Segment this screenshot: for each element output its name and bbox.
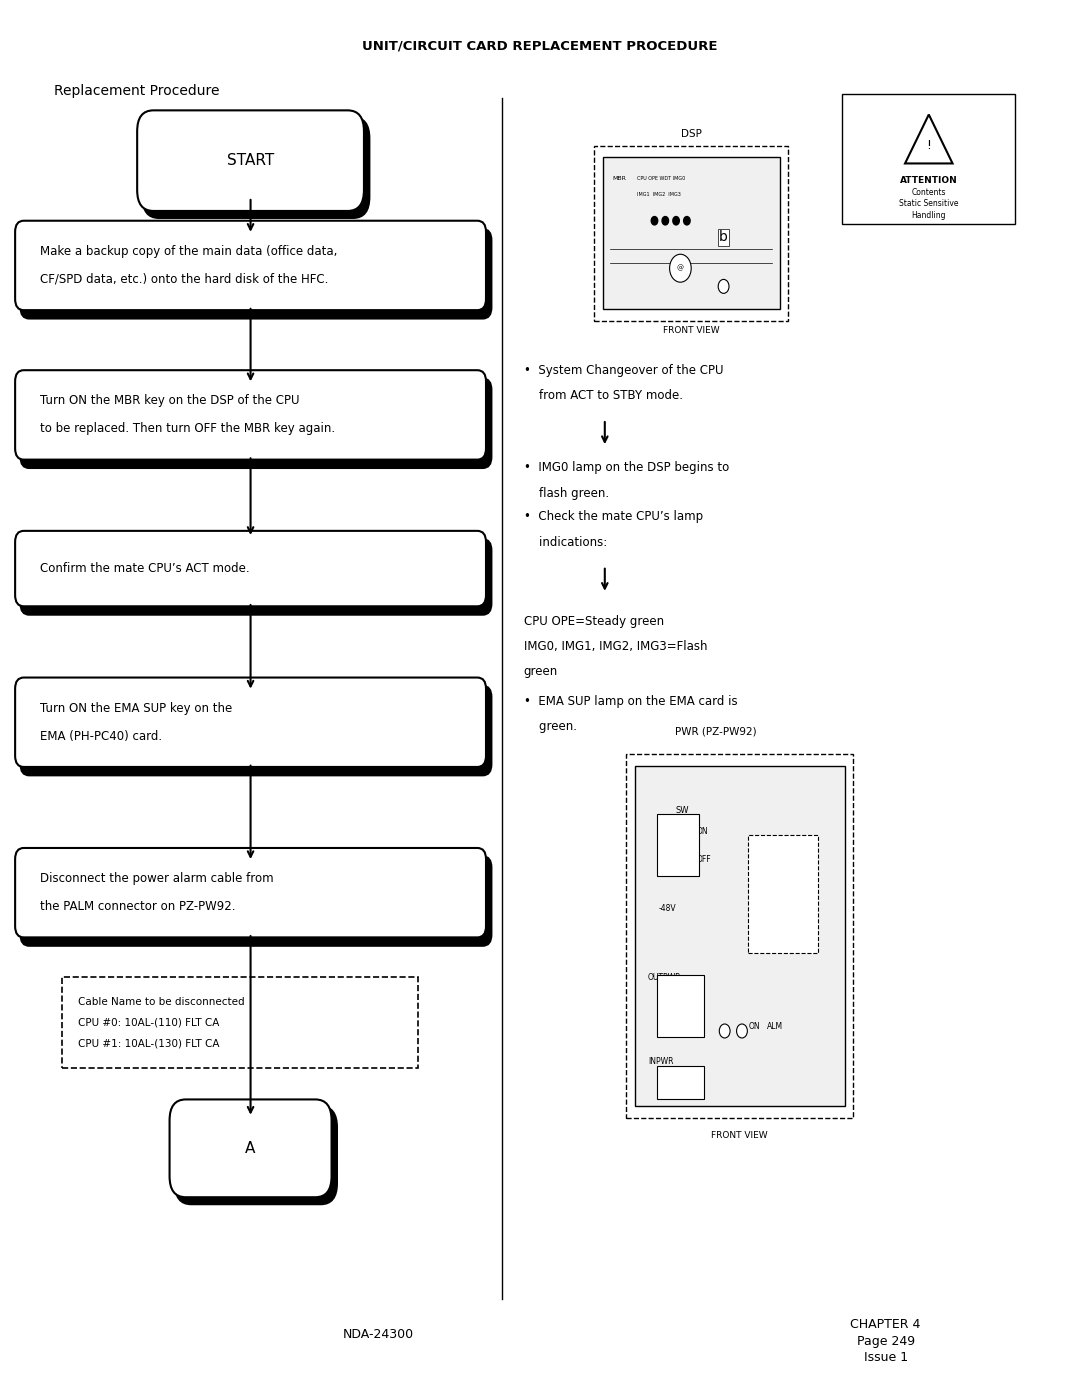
Text: ON: ON [748, 1023, 760, 1031]
Text: •  System Changeover of the CPU: • System Changeover of the CPU [524, 363, 724, 377]
Circle shape [673, 217, 679, 225]
Text: DSP: DSP [680, 129, 702, 140]
Text: flash green.: flash green. [524, 486, 609, 500]
Text: PWR (PZ-PW92): PWR (PZ-PW92) [675, 726, 757, 736]
FancyBboxPatch shape [62, 978, 418, 1067]
Circle shape [662, 217, 669, 225]
FancyBboxPatch shape [635, 766, 845, 1106]
Text: Contents: Contents [912, 189, 946, 197]
Text: Disconnect the power alarm cable from: Disconnect the power alarm cable from [40, 872, 273, 886]
Text: CF/SPD data, etc.) onto the hard disk of the HFC.: CF/SPD data, etc.) onto the hard disk of… [40, 272, 328, 286]
Text: CPU #1: 10AL-(130) FLT CA: CPU #1: 10AL-(130) FLT CA [78, 1038, 219, 1049]
Text: CPU OPE WDT IMG0: CPU OPE WDT IMG0 [637, 176, 686, 180]
Text: FRONT VIEW: FRONT VIEW [712, 1132, 768, 1140]
FancyBboxPatch shape [21, 686, 491, 775]
Text: A: A [245, 1141, 256, 1155]
FancyBboxPatch shape [21, 229, 491, 319]
Text: IMG0, IMG1, IMG2, IMG3=Flash: IMG0, IMG1, IMG2, IMG3=Flash [524, 640, 707, 654]
Text: -48V: -48V [659, 904, 676, 912]
Text: Replacement Procedure: Replacement Procedure [54, 84, 219, 98]
FancyBboxPatch shape [15, 848, 486, 937]
Text: Confirm the mate CPU’s ACT mode.: Confirm the mate CPU’s ACT mode. [40, 562, 249, 576]
FancyBboxPatch shape [594, 147, 788, 321]
Text: ATTENTION: ATTENTION [900, 176, 958, 184]
Circle shape [670, 254, 691, 282]
FancyBboxPatch shape [137, 110, 364, 211]
FancyBboxPatch shape [15, 370, 486, 460]
Text: NDA-24300: NDA-24300 [342, 1327, 414, 1341]
Text: Cable Name to be disconnected: Cable Name to be disconnected [78, 996, 244, 1007]
Text: Issue 1: Issue 1 [864, 1351, 907, 1365]
Text: OUTPWR: OUTPWR [648, 974, 681, 982]
FancyBboxPatch shape [748, 835, 818, 953]
Text: Turn ON the MBR key on the DSP of the CPU: Turn ON the MBR key on the DSP of the CP… [40, 394, 299, 408]
Polygon shape [905, 115, 953, 163]
Text: PALM: PALM [767, 855, 787, 863]
Text: •  Check the mate CPU’s lamp: • Check the mate CPU’s lamp [524, 510, 703, 524]
FancyBboxPatch shape [842, 94, 1015, 224]
FancyBboxPatch shape [626, 754, 853, 1118]
Text: to be replaced. Then turn OFF the MBR key again.: to be replaced. Then turn OFF the MBR ke… [40, 422, 335, 436]
Text: CHAPTER 4: CHAPTER 4 [850, 1317, 921, 1331]
Text: indications:: indications: [524, 535, 607, 549]
Text: OFF: OFF [697, 855, 712, 863]
FancyBboxPatch shape [15, 531, 486, 606]
Text: SW: SW [675, 806, 689, 814]
Text: INPWR: INPWR [648, 1058, 674, 1066]
Text: START: START [227, 154, 274, 168]
Text: MBR: MBR [612, 176, 626, 180]
Text: FRONT VIEW: FRONT VIEW [663, 326, 719, 335]
Text: ON: ON [697, 827, 708, 835]
FancyBboxPatch shape [657, 1066, 704, 1099]
Text: from ACT to STBY mode.: from ACT to STBY mode. [524, 388, 683, 402]
Text: Make a backup copy of the main data (office data,: Make a backup copy of the main data (off… [40, 244, 337, 258]
Text: •  IMG0 lamp on the DSP begins to: • IMG0 lamp on the DSP begins to [524, 461, 729, 475]
Text: green: green [524, 665, 558, 679]
Circle shape [737, 1024, 747, 1038]
Text: CPU #0: 10AL-(110) FLT CA: CPU #0: 10AL-(110) FLT CA [78, 1017, 219, 1028]
Text: EMA (PH-PC40) card.: EMA (PH-PC40) card. [40, 729, 162, 743]
Text: CPU OPE=Steady green: CPU OPE=Steady green [524, 615, 664, 629]
FancyBboxPatch shape [175, 1106, 337, 1204]
Text: Page 249: Page 249 [856, 1334, 915, 1348]
Circle shape [719, 1024, 730, 1038]
Text: green.: green. [524, 719, 577, 733]
FancyBboxPatch shape [21, 856, 491, 946]
Text: !: ! [927, 138, 931, 152]
FancyBboxPatch shape [21, 379, 491, 468]
FancyBboxPatch shape [657, 814, 699, 876]
Text: @: @ [677, 265, 684, 271]
Text: ALM: ALM [767, 1023, 783, 1031]
Text: IMG1  IMG2  IMG3: IMG1 IMG2 IMG3 [637, 193, 681, 197]
Circle shape [684, 217, 690, 225]
Text: UNIT/CIRCUIT CARD REPLACEMENT PROCEDURE: UNIT/CIRCUIT CARD REPLACEMENT PROCEDURE [362, 39, 718, 52]
Text: Handling: Handling [912, 211, 946, 219]
Text: •  EMA SUP lamp on the EMA card is: • EMA SUP lamp on the EMA card is [524, 694, 738, 708]
FancyBboxPatch shape [15, 221, 486, 310]
FancyBboxPatch shape [15, 678, 486, 767]
FancyBboxPatch shape [170, 1099, 332, 1197]
Text: Turn ON the EMA SUP key on the: Turn ON the EMA SUP key on the [40, 701, 232, 715]
FancyBboxPatch shape [603, 158, 780, 310]
Text: the PALM connector on PZ-PW92.: the PALM connector on PZ-PW92. [40, 900, 235, 914]
FancyBboxPatch shape [21, 539, 491, 615]
Text: Static Sensitive: Static Sensitive [899, 200, 959, 208]
Text: b: b [719, 231, 728, 244]
FancyBboxPatch shape [657, 975, 704, 1037]
Circle shape [718, 279, 729, 293]
Circle shape [651, 217, 658, 225]
FancyBboxPatch shape [143, 117, 369, 218]
